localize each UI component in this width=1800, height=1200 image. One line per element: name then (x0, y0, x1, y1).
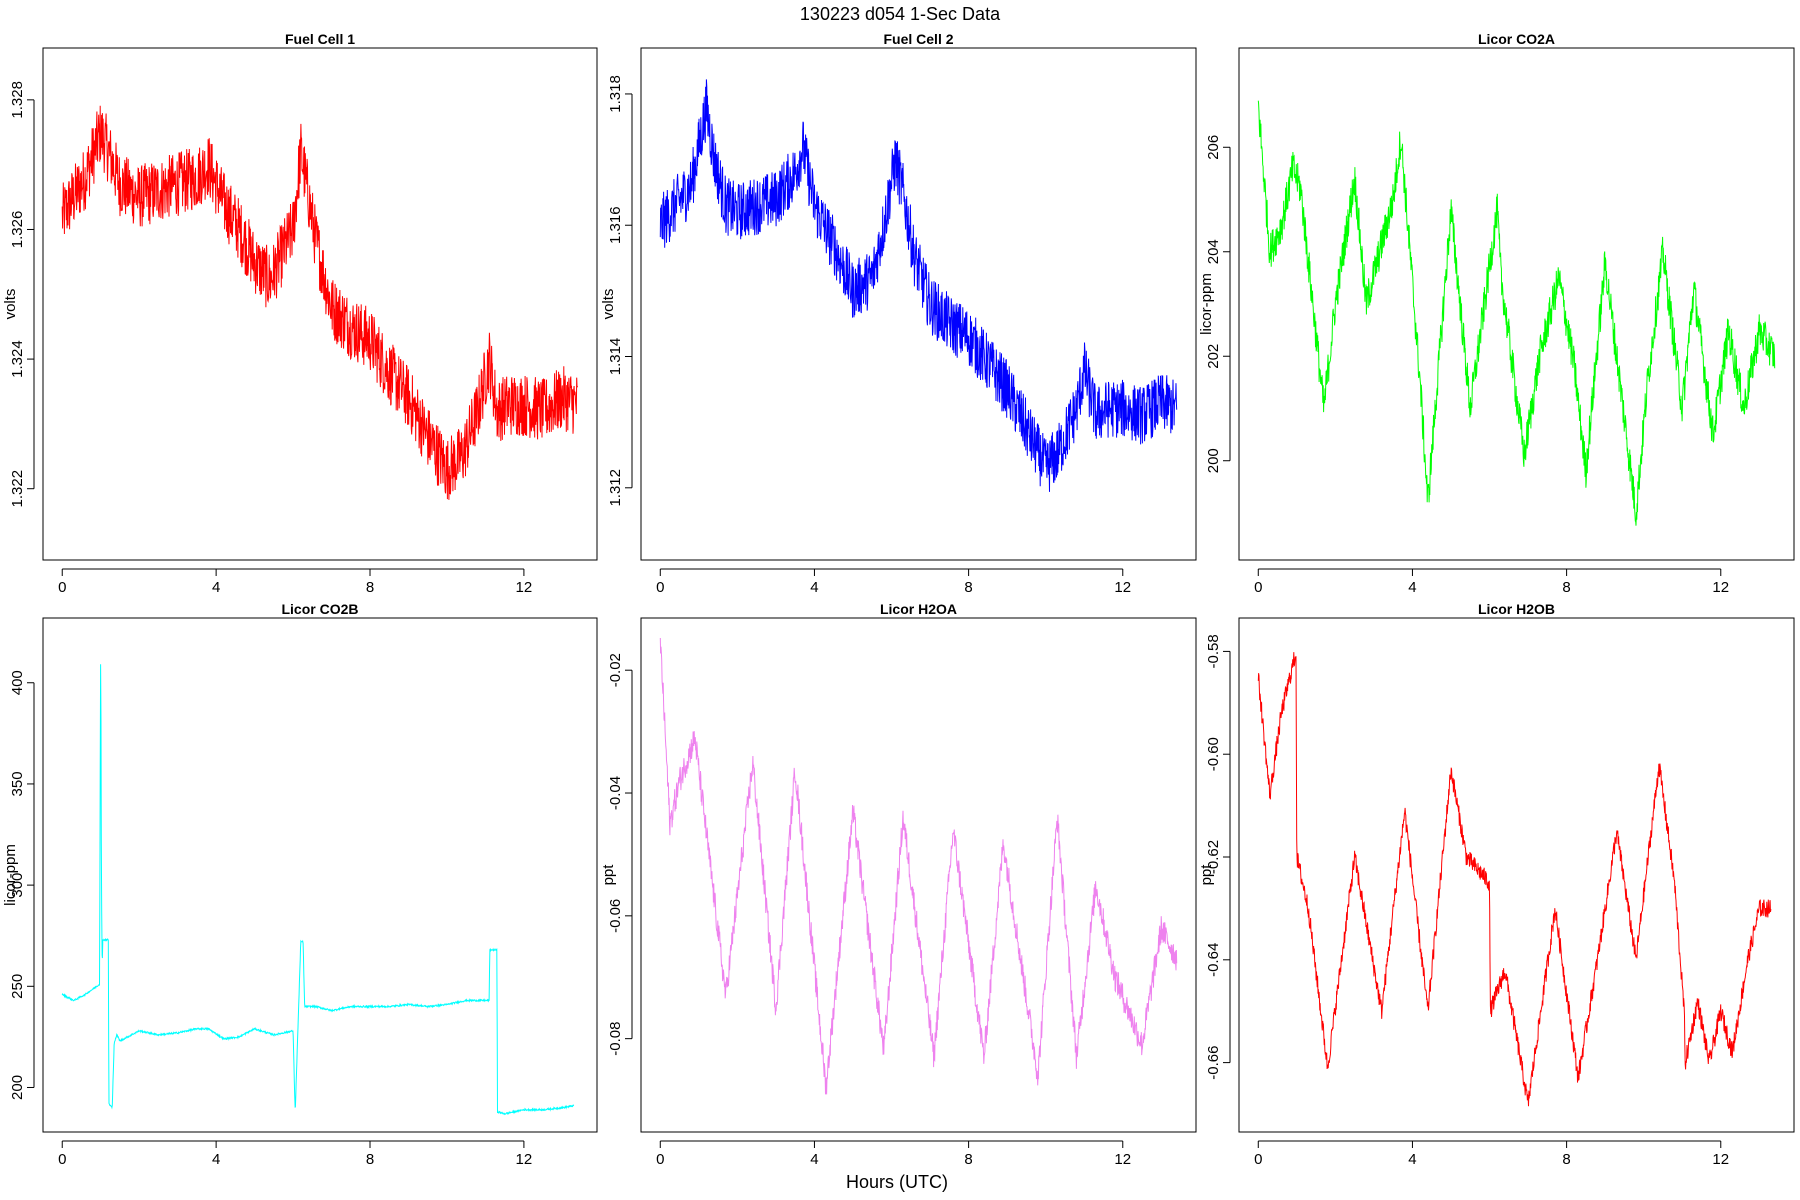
x-tick-label: 8 (1562, 579, 1570, 596)
x-tick-label: 8 (366, 1151, 374, 1168)
series-line (659, 79, 1178, 492)
x-tick-label: 0 (656, 1151, 664, 1168)
y-tick-label: 200 (9, 1075, 26, 1100)
series-line (659, 637, 1178, 1095)
y-tick-label: 1.314 (607, 338, 624, 376)
y-tick-label: -0.04 (607, 776, 624, 810)
series-line (61, 105, 579, 500)
panel-6: Licor H2OB ppt 0 4 8 12 -0.66 -0.64 -0.62 -0.60 -0… (1198, 601, 1795, 1168)
y-tick-label: 300 (9, 873, 26, 898)
y-tick-label: 250 (9, 974, 26, 999)
y-axis-label: volts (2, 289, 19, 320)
figure-title: 130223 d054 1-Sec Data (800, 4, 1001, 24)
x-tick-label: 4 (1408, 579, 1416, 596)
panel-title: Fuel Cell 1 (285, 31, 355, 47)
x-tick-label: 12 (1114, 579, 1131, 596)
y-axis-label: ppt (1198, 864, 1215, 886)
x-tick-label: 8 (964, 1151, 972, 1168)
x-tick-label: 12 (1712, 1151, 1729, 1168)
x-tick-label: 8 (1562, 1151, 1570, 1168)
series-line (61, 664, 575, 1116)
x-tick-label: 0 (1254, 579, 1262, 596)
x-tick-label: 4 (212, 579, 220, 596)
y-tick-label: 350 (9, 771, 26, 796)
panel-4: Licor CO2B licor-ppm 0 4 8 12 200 250 300 350 400 (2, 601, 598, 1168)
panels: Fuel Cell 1 volts 0 4 8 12 1.322 1.324 1.326 1.32… (2, 31, 1795, 1168)
y-tick-label: 202 (1205, 344, 1222, 369)
x-tick-label: 8 (964, 579, 972, 596)
series-line (1257, 652, 1772, 1107)
y-tick-label: 200 (1205, 448, 1222, 473)
x-tick-label: 0 (656, 579, 664, 596)
y-tick-label: -0.66 (1205, 1046, 1222, 1080)
y-tick-label: -0.06 (607, 899, 624, 933)
x-tick-label: 0 (58, 579, 66, 596)
panel-1: Fuel Cell 1 volts 0 4 8 12 1.322 1.324 1.326 1.32… (2, 31, 598, 596)
panel-2: Fuel Cell 2 volts 0 4 8 12 1.312 1.314 1.316 1.31… (600, 31, 1197, 596)
y-tick-label: 206 (1205, 135, 1222, 160)
panel-title: Licor H2OA (880, 601, 957, 617)
x-tick-label: 12 (1114, 1151, 1131, 1168)
y-tick-label: 1.312 (607, 469, 624, 507)
panel-3: Licor CO2A licor-ppm 0 4 8 12 200 202 204 206 (1198, 31, 1795, 596)
x-tick-label: 4 (212, 1151, 220, 1168)
y-tick-label: -0.02 (607, 653, 624, 687)
x-tick-label: 4 (810, 1151, 818, 1168)
y-tick-label: -0.08 (607, 1022, 624, 1056)
x-tick-label: 4 (1408, 1151, 1416, 1168)
y-tick-label: 1.316 (607, 206, 624, 244)
panel-title: Licor CO2A (1478, 31, 1555, 47)
plot-frame (42, 47, 598, 561)
x-tick-label: 8 (366, 579, 374, 596)
y-tick-label: -0.62 (1205, 840, 1222, 874)
y-tick-label: -0.58 (1205, 634, 1222, 668)
series-line (1257, 100, 1776, 526)
plot-frame (640, 617, 1197, 1133)
y-tick-label: 1.328 (9, 81, 26, 119)
plot-frame (1238, 47, 1795, 561)
x-tick-label: 12 (516, 1151, 533, 1168)
panel-title: Fuel Cell 2 (883, 31, 953, 47)
x-axis-label: Hours (UTC) (846, 1172, 948, 1192)
panel-5: Licor H2OA ppt 0 4 8 12 -0.08 -0.06 -0.04 -0.02 (600, 601, 1197, 1168)
y-axis-label: ppt (600, 864, 617, 886)
y-tick-label: -0.60 (1205, 737, 1222, 771)
x-tick-label: 4 (810, 579, 818, 596)
x-tick-label: 12 (1712, 579, 1729, 596)
y-tick-label: 204 (1205, 239, 1222, 264)
y-tick-label: 1.324 (9, 340, 26, 378)
y-tick-label: 1.322 (9, 470, 26, 508)
panel-title: Licor H2OB (1478, 601, 1555, 617)
x-tick-label: 0 (1254, 1151, 1262, 1168)
y-axis-label: licor-ppm (2, 844, 19, 906)
panel-title: Licor CO2B (281, 601, 358, 617)
x-tick-label: 12 (516, 579, 533, 596)
y-tick-label: -0.64 (1205, 943, 1222, 977)
y-axis-label: volts (600, 289, 617, 320)
y-tick-label: 1.318 (607, 75, 624, 113)
plot-frame (1238, 617, 1795, 1133)
x-tick-label: 0 (58, 1151, 66, 1168)
y-tick-label: 400 (9, 670, 26, 695)
y-axis-label: licor-ppm (1198, 273, 1215, 335)
plot-frame (42, 617, 598, 1133)
plot-frame (640, 47, 1197, 561)
y-tick-label: 1.326 (9, 211, 26, 249)
